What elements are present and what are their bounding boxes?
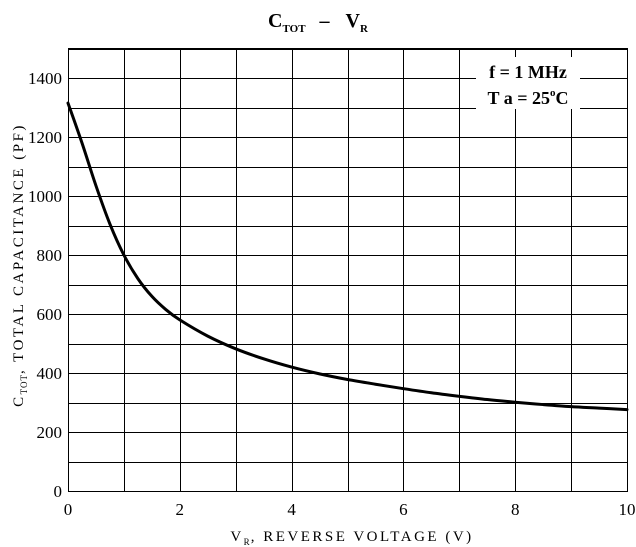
annotation-degree-symbol: o: [550, 87, 556, 99]
x-axis-title-text: , REVERSE VOLTAGE (V): [251, 529, 474, 545]
x-tick-label: 8: [511, 500, 520, 519]
y-tick-label: 800: [37, 246, 63, 265]
annotation-temperature-unit: C: [555, 88, 568, 108]
annotation-temperature-value: T a = 25: [488, 88, 550, 108]
grid-layer: [68, 48, 628, 492]
x-tick-label: 2: [176, 500, 185, 519]
annotation-background: [476, 57, 580, 109]
chart-title: CTOT – VR: [268, 10, 369, 35]
y-tick-label: 1000: [28, 187, 62, 206]
title-v-subscript: R: [360, 23, 369, 35]
x-tick-label: 4: [287, 500, 296, 519]
tick-labels: 0 2 4 6 8 10 0 200 400 600 800 1000 1200 1400: [28, 69, 636, 519]
y-tick-label: 1400: [28, 69, 62, 88]
y-tick-label: 0: [54, 482, 63, 501]
title-dash: –: [319, 10, 331, 32]
title-c: C: [268, 10, 282, 32]
curve-layer: [66, 101, 629, 412]
annotation-frequency: f = 1 MHz: [489, 62, 567, 82]
y-axis-title-text: , TOTAL CAPACITANCE (PF): [11, 123, 27, 374]
y-tick-label: 200: [37, 423, 63, 442]
x-axis-title-v: V: [230, 529, 243, 545]
title-v: V: [346, 10, 361, 32]
capacitance-curve: [66, 101, 629, 412]
x-axis-title-subscript: R: [244, 537, 251, 547]
y-axis-title-subscript: TOT: [19, 374, 29, 394]
y-tick-label: 1200: [28, 128, 62, 147]
y-tick-label: 400: [37, 364, 63, 383]
conditions-annotation: f = 1 MHz T a = 25oC: [476, 57, 580, 109]
y-axis-title: CTOT, TOTAL CAPACITANCE (PF): [11, 123, 29, 407]
title-c-subscript: TOT: [283, 23, 307, 35]
annotation-temperature: T a = 25oC: [488, 87, 569, 108]
x-axis-title: VR, REVERSE VOLTAGE (V): [230, 529, 473, 547]
x-tick-label: 0: [64, 500, 73, 519]
y-axis-title-c: C: [11, 394, 27, 407]
x-tick-label: 6: [399, 500, 408, 519]
y-tick-label: 600: [37, 305, 63, 324]
plot-area-border: [67, 47, 629, 493]
x-tick-label: 10: [619, 500, 636, 519]
